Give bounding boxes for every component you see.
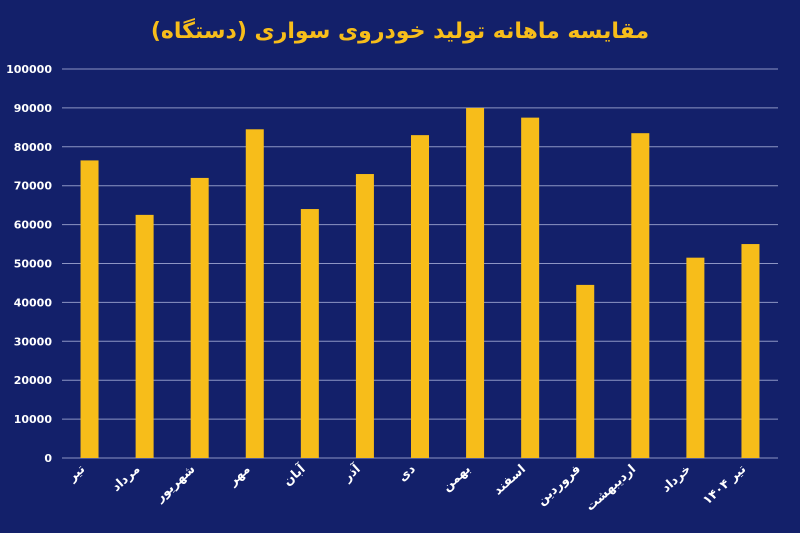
bar-3 [190, 177, 209, 459]
y-axis-ticks: 1000009000080000700006000050000400003000… [6, 63, 52, 465]
y-tick-label: 70000 [14, 180, 53, 193]
x-tick-label: تیر [64, 461, 88, 485]
x-tick-label: خرداد [658, 461, 693, 495]
bar-10 [576, 284, 595, 458]
x-tick-label: آذر [339, 461, 364, 485]
x-axis-ticks: تیر مرداد شهریور مهر آبان آذر دی بهمن اسفند فرورد… [64, 461, 749, 514]
y-tick-label: 30000 [14, 335, 53, 348]
x-tick-label: اسفند [490, 461, 528, 498]
y-tick-label: 90000 [14, 102, 53, 115]
bar-2 [135, 214, 154, 458]
y-tick-label: 0 [44, 452, 52, 465]
x-tick-label: شهریور [151, 461, 197, 505]
y-tick-label: 80000 [14, 141, 53, 154]
x-tick-label: آبان [280, 461, 309, 489]
y-tick-label: 20000 [14, 374, 53, 387]
bar-13 [741, 244, 760, 458]
y-tick-label: 100000 [6, 63, 52, 76]
bar-11 [631, 133, 650, 458]
y-tick-label: 10000 [14, 413, 53, 426]
y-tick-label: 60000 [14, 219, 53, 232]
y-tick-label: 40000 [14, 296, 53, 309]
bar-6 [355, 174, 374, 458]
x-tick-label: اردیبهشت [582, 461, 638, 514]
x-tick-label: فروردین [534, 461, 584, 508]
bar-1 [80, 160, 99, 459]
x-tick-label: تیر ۱۴۰۴ [699, 461, 748, 507]
x-tick-label: دی [395, 461, 418, 484]
bar-12 [686, 257, 705, 458]
bar-8 [466, 107, 485, 459]
x-tick-label: مهر [224, 461, 252, 489]
chart-title: مقایسه ماهانه تولید خودروی سواری (دستگاه… [151, 17, 649, 44]
x-tick-label: بهمن [439, 461, 473, 494]
bar-9 [521, 117, 540, 458]
bar-7 [411, 135, 429, 458]
bars [80, 107, 760, 459]
bar-5 [300, 209, 319, 458]
x-tick-label: مرداد [108, 461, 142, 494]
y-tick-label: 50000 [14, 258, 53, 271]
bar-4 [245, 129, 264, 459]
